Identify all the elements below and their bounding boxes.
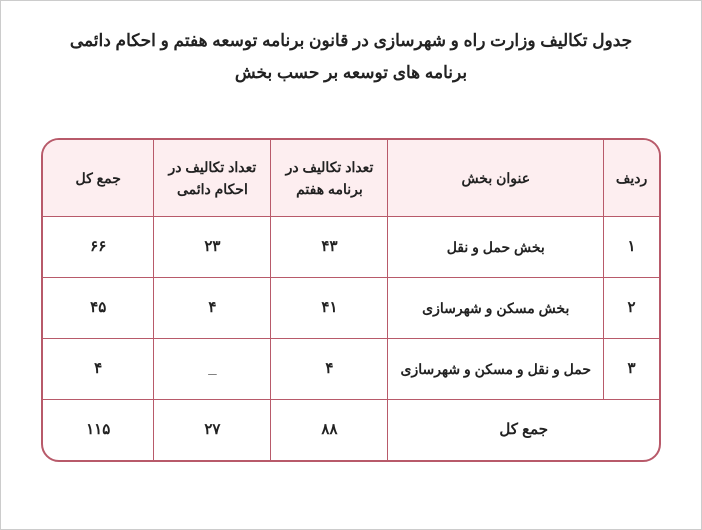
col-header-index: ردیف	[604, 140, 659, 217]
table-wrapper: ردیف عنوان بخش تعداد تکالیف در برنامه هف…	[41, 138, 661, 463]
table-footer-row: جمع کل ۸۸ ۲۷ ۱۱۵	[43, 400, 659, 461]
col-header-section: عنوان بخش	[388, 140, 604, 217]
title-line-2: برنامه های توسعه بر حسب بخش	[235, 63, 467, 82]
cell-perm: ۴	[154, 278, 271, 339]
cell-h7: ۴۳	[271, 217, 388, 278]
cell-perm: ۲۳	[154, 217, 271, 278]
footer-perm: ۲۷	[154, 400, 271, 461]
cell-h7: ۴۱	[271, 278, 388, 339]
table-row: ۳ حمل و نقل و مسکن و شهرسازی ۴ _ ۴	[43, 339, 659, 400]
cell-index: ۳	[604, 339, 659, 400]
cell-section-name: حمل و نقل و مسکن و شهرسازی	[388, 339, 604, 400]
cell-index: ۲	[604, 278, 659, 339]
cell-total: ۴	[43, 339, 154, 400]
col-header-permanent: تعداد تکالیف در احکام دائمی	[154, 140, 271, 217]
page-container: جدول تکالیف وزارت راه و شهرسازی در قانون…	[1, 1, 701, 502]
footer-total: ۱۱۵	[43, 400, 154, 461]
table-row: ۱ بخش حمل و نقل ۴۳ ۲۳ ۶۶	[43, 217, 659, 278]
cell-perm: _	[154, 339, 271, 400]
col-header-total: جمع کل	[43, 140, 154, 217]
cell-section-name: بخش حمل و نقل	[388, 217, 604, 278]
title-line-1: جدول تکالیف وزارت راه و شهرسازی در قانون…	[70, 31, 632, 50]
cell-total: ۶۶	[43, 217, 154, 278]
cell-total: ۴۵	[43, 278, 154, 339]
footer-label: جمع کل	[388, 400, 659, 461]
cell-section-name: بخش مسکن و شهرسازی	[388, 278, 604, 339]
tasks-table: ردیف عنوان بخش تعداد تکالیف در برنامه هف…	[43, 140, 659, 461]
cell-h7: ۴	[271, 339, 388, 400]
page-title: جدول تکالیف وزارت راه و شهرسازی در قانون…	[41, 25, 661, 90]
table-header-row: ردیف عنوان بخش تعداد تکالیف در برنامه هف…	[43, 140, 659, 217]
table-row: ۲ بخش مسکن و شهرسازی ۴۱ ۴ ۴۵	[43, 278, 659, 339]
footer-h7: ۸۸	[271, 400, 388, 461]
cell-index: ۱	[604, 217, 659, 278]
col-header-program7: تعداد تکالیف در برنامه هفتم	[271, 140, 388, 217]
